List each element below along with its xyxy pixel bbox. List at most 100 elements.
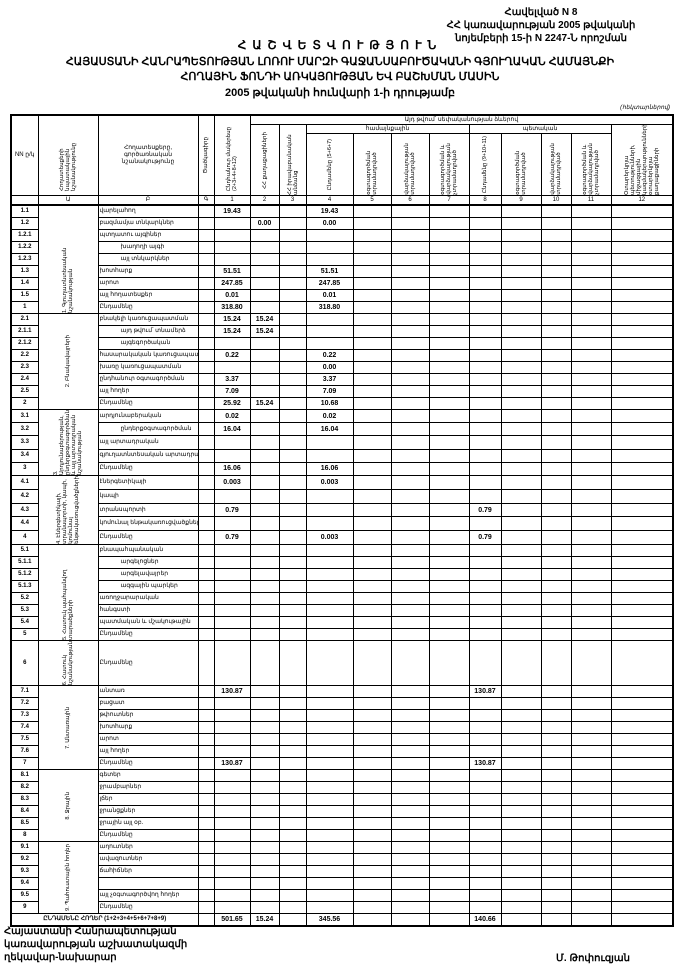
header-c7: օգտագործման և վարձակալության չտրամադրված [440,143,458,195]
col-8-value [468,289,502,302]
table-row: 7.1 7. Անտառային անտառ 130.87 130.87 [10,685,674,771]
col-3-value [278,516,307,532]
unit-label: (հեկտարներով) [620,105,670,111]
col-6-value [390,543,430,557]
col-4-value [305,555,354,569]
col-11-value [570,603,612,617]
col-6-value [390,408,430,424]
col-1-value: 0.003 [213,475,251,490]
col-2-value [249,733,280,747]
col-2-value [249,337,280,350]
col-10-value [540,603,572,617]
col-10-value [540,217,572,230]
col-12-value [610,733,674,747]
col-8-value [468,488,502,504]
col-5-value [352,817,392,831]
col-10-value [540,555,572,569]
col-8-value [468,204,502,218]
col-6-value [390,865,430,879]
col-6-value [390,769,430,783]
row-name: ազգային պարկեր [97,579,199,593]
col-0-cell [197,805,215,819]
col-11-value [570,325,612,338]
table-row: 7.3 թփուտներ [10,709,674,723]
col-5-value [352,709,392,723]
col-12-value [610,805,674,819]
header-c1: Ընդհանուր մակերեսը (2+3+4+8+12) [226,126,238,191]
header-community: համայնքային [305,123,470,135]
col-1-value [213,805,251,819]
col-0-cell [197,793,215,807]
col-2-value [249,448,280,463]
col-11-value [570,697,612,711]
col-0-cell [197,877,215,891]
table-row: 2 Ընդամենը 25.92 15.24 10.68 [10,397,674,410]
col-3-value [278,733,307,747]
col-6-value [390,781,430,795]
col-5-value [352,555,392,569]
col-8-value [468,361,502,374]
col-6-value [390,615,430,629]
col-3-value [278,277,307,290]
col-11-value [570,685,612,699]
col-7-value [428,241,470,254]
col-3-value [278,757,307,771]
row-name: խառը կառուցապատման [97,361,199,374]
col-12-value [610,422,674,437]
col-12-value [610,555,674,569]
table-row: 7.5 արոտ [10,733,674,747]
col-5-value [352,829,392,843]
col-7-value [428,530,470,545]
col-4-value: 318.80 [305,301,354,314]
col-12-value [610,769,674,783]
table-row: 9 Ընդամենը [10,901,674,915]
table-row: 9.1 9. Պահուստային հողեր աղուտներ [10,841,674,915]
row-code: 3.3 [10,435,39,450]
table-header: NN ը/կ Հողատեսքերի նպատակային նշանակությ… [10,114,675,206]
col-1-value [213,889,251,903]
col-8-value [468,435,502,450]
table-row: 5 Ընդամենը [10,627,674,641]
col-6-value [390,265,430,278]
col-12-value [610,448,674,463]
col-0-cell [197,488,215,504]
col-0-cell [197,709,215,723]
col-12-value [610,817,674,831]
col-3-value [278,781,307,795]
col-2-value [249,253,280,266]
col-4-value: 0.02 [305,408,354,424]
col-11-value [570,397,612,410]
row-code: 7.4 [10,721,39,735]
col-1-value [213,733,251,747]
col-5-value [352,385,392,398]
col-3-value [278,422,307,437]
col-11-value [570,793,612,807]
col-7-value [428,865,470,879]
col-4-value [305,697,354,711]
col-5-value [352,229,392,242]
col-4-value: 247.85 [305,277,354,290]
col-9-value [500,488,542,504]
col-0-cell [197,265,215,278]
col-0-cell [197,337,215,350]
col-10-value [540,204,572,218]
row-name: լճեր [97,793,199,807]
col-5-value [352,781,392,795]
table-row: 5.3 հանգստի [10,603,674,617]
col-10-value [540,745,572,759]
col-9-value [500,685,542,699]
col-12-value [610,241,674,254]
row-name: արոտ [97,277,199,290]
total-col-9-value [500,913,542,927]
col-7-value [428,349,470,362]
col-3-value [278,313,307,326]
col-8-value [468,709,502,723]
col-9-value [500,475,542,490]
col-8-value: 130.87 [468,757,502,771]
col-8-value [468,817,502,831]
col-1-value [213,901,251,915]
col-7-value [428,781,470,795]
col-5-value [352,865,392,879]
col-4-value [305,241,354,254]
col-6-value [390,204,430,218]
